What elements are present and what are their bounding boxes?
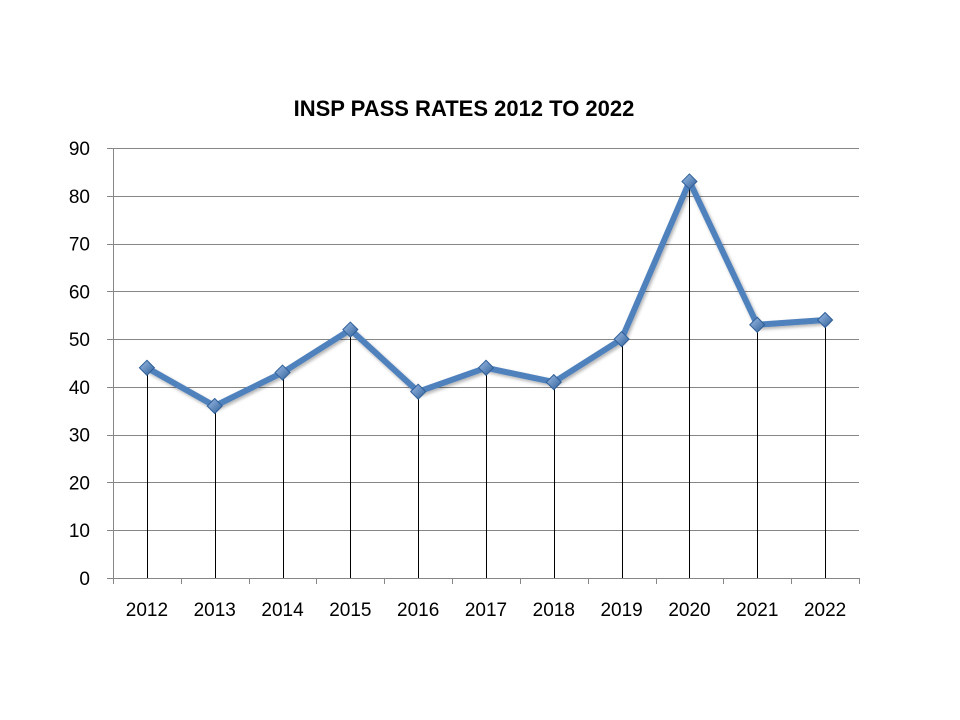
y-tick-labels: 0 10 20 30 40 50 60 70 80 90 bbox=[69, 139, 90, 590]
data-point bbox=[274, 364, 291, 381]
data-point bbox=[613, 330, 630, 348]
y-tick-label: 60 bbox=[69, 282, 90, 303]
y-tick-label: 80 bbox=[69, 187, 90, 208]
gridlines bbox=[113, 148, 859, 531]
chart-title: INSP PASS RATES 2012 TO 2022 bbox=[294, 96, 635, 121]
x-tick-label: 2021 bbox=[736, 600, 778, 621]
series-pass-rate bbox=[138, 173, 834, 415]
data-point bbox=[206, 397, 223, 415]
x-tick-labels: 2012 2013 2014 2015 2016 2017 2018 2019 2020 2021… bbox=[126, 600, 846, 621]
data-point bbox=[138, 359, 156, 376]
x-tick-label: 2012 bbox=[126, 600, 168, 621]
data-point bbox=[477, 359, 495, 376]
y-tick-label: 90 bbox=[69, 139, 90, 160]
x-tick-label: 2018 bbox=[533, 600, 575, 621]
data-point bbox=[816, 311, 834, 329]
data-point bbox=[681, 173, 698, 190]
y-tick-label: 40 bbox=[69, 378, 90, 399]
axes bbox=[107, 148, 860, 584]
y-tick-label: 70 bbox=[69, 235, 90, 256]
data-point bbox=[545, 373, 563, 391]
y-tick-label: 20 bbox=[69, 473, 90, 494]
data-point bbox=[342, 321, 359, 338]
x-tick-label: 2022 bbox=[804, 600, 846, 621]
x-tick-label: 2016 bbox=[397, 600, 439, 621]
x-tick-label: 2014 bbox=[261, 600, 304, 621]
x-tick-label: 2017 bbox=[465, 600, 507, 621]
data-point bbox=[409, 383, 427, 400]
y-tick-label: 50 bbox=[69, 330, 90, 351]
x-tick-label: 2020 bbox=[668, 600, 710, 621]
x-tick-label: 2015 bbox=[329, 600, 371, 621]
data-point bbox=[749, 316, 766, 333]
drop-lines bbox=[147, 181, 826, 578]
y-tick-label: 30 bbox=[69, 426, 90, 447]
y-tick-label: 0 bbox=[79, 569, 90, 590]
x-tick-label: 2019 bbox=[600, 600, 642, 621]
x-tick-label: 2013 bbox=[194, 600, 236, 621]
y-tick-label: 10 bbox=[69, 521, 90, 542]
